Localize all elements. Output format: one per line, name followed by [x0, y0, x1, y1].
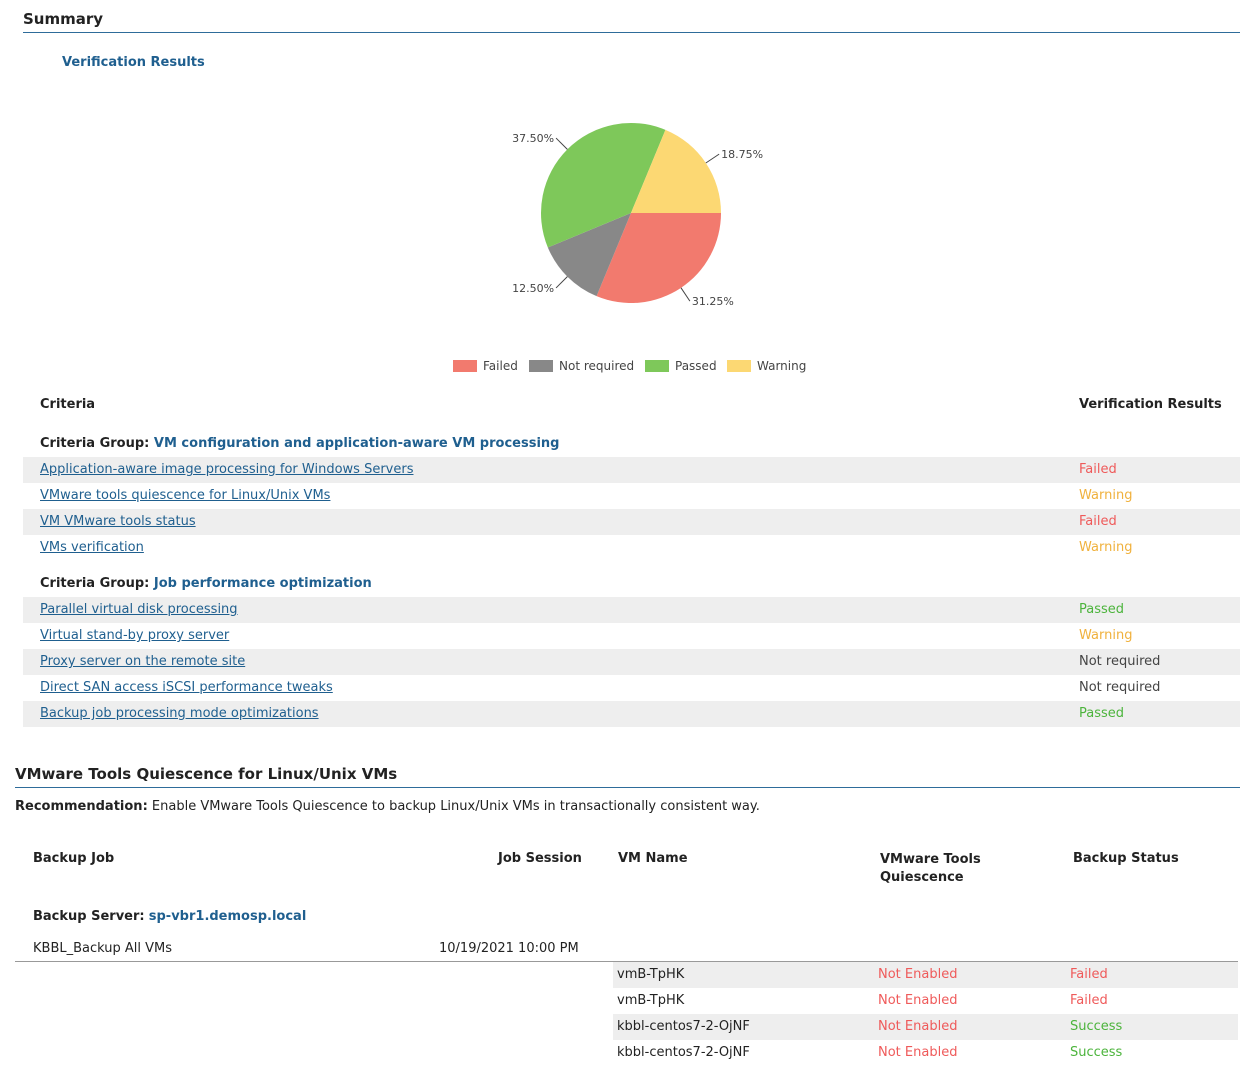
criteria-group-header: Criteria Group: Job performance optimiza… [40, 576, 372, 591]
criteria-group-label: Criteria Group: [40, 436, 154, 451]
criteria-link[interactable]: Proxy server on the remote site [40, 654, 246, 669]
criteria-link[interactable]: VM VMware tools status [40, 514, 196, 529]
criteria-link[interactable]: VMs verification [40, 540, 144, 555]
criteria-row: Backup job processing mode optimizations… [23, 701, 1240, 727]
criteria-group-name: VM configuration and application-aware V… [153, 436, 560, 451]
job-session-header: Job Session [498, 851, 582, 866]
verification-result: Warning [1079, 540, 1133, 555]
vm-name-header: VM Name [618, 851, 688, 866]
criteria-group-name: Job performance optimization [153, 576, 372, 591]
criteria-link[interactable]: Backup job processing mode optimizations [40, 706, 319, 721]
pie-label: 37.50% [512, 132, 554, 145]
vm-quiescence: Not Enabled [878, 967, 958, 982]
criteria-row: Virtual stand-by proxy server Warning [23, 623, 1240, 649]
backup-server-name[interactable]: sp-vbr1.demosp.local [148, 909, 307, 924]
backup-job-header: Backup Job [33, 851, 115, 866]
job-session-value: 10/19/2021 10:00 PM [439, 941, 579, 956]
pie-label: 31.25% [692, 295, 734, 308]
backup-server: Backup Server: sp-vbr1.demosp.local [33, 909, 306, 924]
legend-label: Warning [757, 359, 807, 373]
verification-result: Not required [1079, 680, 1161, 695]
verification-results-header: Verification Results [1079, 397, 1222, 412]
backup-server-label: Backup Server: [33, 909, 145, 924]
summary-divider [23, 32, 1240, 33]
verification-result: Failed [1079, 462, 1117, 477]
legend-swatch [645, 360, 669, 372]
criteria-group-label: Criteria Group: [40, 576, 154, 591]
verification-results-subtitle: Verification Results [62, 55, 205, 70]
quiescence-header-line2: Quiescence [880, 870, 964, 885]
criteria-group-header: Criteria Group: VM configuration and app… [40, 436, 559, 451]
vm-backup-status: Success [1070, 1045, 1123, 1060]
legend-label: Passed [675, 359, 717, 373]
vm-row: kbbl-centos7-2-OjNF Not Enabled Success [613, 1014, 1238, 1040]
vm-quiescence: Not Enabled [878, 993, 958, 1008]
vm-row: vmB-TpHK Not Enabled Failed [613, 962, 1238, 988]
verification-result: Passed [1079, 602, 1125, 617]
legend-item-passed: Passed [645, 359, 717, 373]
summary-title: Summary [23, 10, 104, 28]
quiescence-title: VMware Tools Quiescence for Linux/Unix V… [15, 765, 398, 783]
recommendation-text: Enable VMware Tools Quiescence to backup… [151, 799, 760, 814]
vm-quiescence: Not Enabled [878, 1019, 958, 1034]
criteria-header: Criteria [40, 397, 96, 412]
criteria-row: Application-aware image processing for W… [23, 457, 1240, 483]
vm-backup-status: Failed [1070, 967, 1108, 982]
pie-leader-line [555, 276, 568, 289]
recommendation-label: Recommendation: [15, 799, 148, 814]
verification-result: Warning [1079, 628, 1133, 643]
pie-slice-passed [541, 123, 666, 248]
legend-item-warning: Warning [727, 359, 806, 373]
vm-backup-status: Success [1070, 1019, 1123, 1034]
legend-label: Not required [559, 359, 635, 373]
quiescence-divider [15, 787, 1240, 788]
criteria-row: VMs verification Warning [23, 535, 1240, 561]
verification-pie-chart: 31.25% 12.50% 37.50% 18.75% [512, 123, 763, 308]
criteria-link[interactable]: Application-aware image processing for W… [40, 462, 414, 477]
pie-label: 18.75% [721, 148, 763, 161]
criteria-row: Parallel virtual disk processing Passed [23, 597, 1240, 623]
criteria-link[interactable]: Direct SAN access iSCSI performance twea… [40, 680, 333, 695]
criteria-row: Direct SAN access iSCSI performance twea… [23, 675, 1240, 701]
pie-leader-line [705, 153, 720, 164]
pie-leader-line [680, 287, 691, 302]
criteria-row: VM VMware tools status Failed [23, 509, 1240, 535]
legend-swatch [529, 360, 553, 372]
pie-leader-line [555, 137, 568, 150]
verification-result: Failed [1079, 514, 1117, 529]
criteria-link[interactable]: Parallel virtual disk processing [40, 602, 238, 617]
vm-quiescence: Not Enabled [878, 1045, 958, 1060]
job-row-divider [15, 961, 1238, 962]
criteria-link[interactable]: VMware tools quiescence for Linux/Unix V… [40, 488, 331, 503]
legend-swatch [727, 360, 751, 372]
pie-slice-not-required [547, 213, 631, 297]
pie-label: 12.50% [512, 282, 554, 295]
verification-result: Not required [1079, 654, 1161, 669]
backup-job-name: KBBL_Backup All VMs [33, 941, 173, 956]
verification-result: Passed [1079, 706, 1125, 721]
criteria-row: VMware tools quiescence for Linux/Unix V… [23, 483, 1240, 509]
legend-item-failed: Failed [453, 359, 518, 373]
vm-row: kbbl-centos7-2-OjNF Not Enabled Success [613, 1040, 1238, 1066]
vm-backup-status: Failed [1070, 993, 1108, 1008]
criteria-row: Proxy server on the remote site Not requi… [23, 649, 1240, 675]
vm-row: vmB-TpHK Not Enabled Failed [613, 988, 1238, 1014]
vm-name: kbbl-centos7-2-OjNF [617, 1045, 750, 1060]
recommendation: Recommendation: Enable VMware Tools Quie… [15, 799, 760, 814]
vm-name: kbbl-centos7-2-OjNF [617, 1019, 750, 1034]
criteria-link[interactable]: Virtual stand-by proxy server [40, 628, 230, 643]
verification-result: Warning [1079, 488, 1133, 503]
quiescence-header: VMware Tools Quiescence [880, 851, 981, 887]
backup-status-header: Backup Status [1073, 851, 1179, 866]
legend-swatch [453, 360, 477, 372]
pie-slice-warning [631, 129, 721, 213]
quiescence-header-line1: VMware Tools [880, 852, 981, 867]
vm-name: vmB-TpHK [617, 993, 685, 1008]
vm-name: vmB-TpHK [617, 967, 685, 982]
legend-label: Failed [483, 359, 518, 373]
pie-slice-failed [596, 213, 721, 303]
legend-item-not-required: Not required [529, 359, 634, 373]
